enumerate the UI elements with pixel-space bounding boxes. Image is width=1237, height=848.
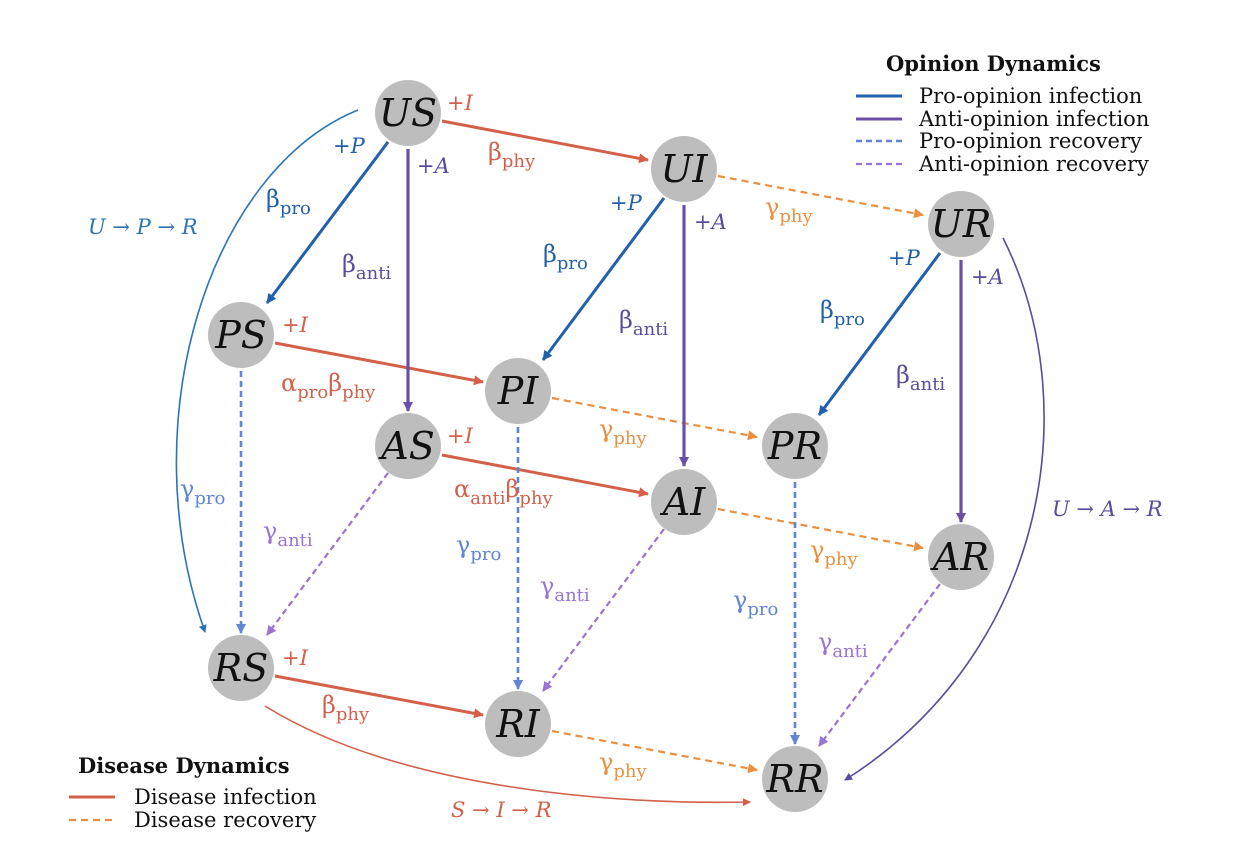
edge-us-ps bbox=[265, 141, 390, 304]
svg-text:PS: PS bbox=[214, 313, 267, 357]
legend-item-disease-infection: Disease infection bbox=[134, 785, 317, 809]
node-ur: UR bbox=[928, 191, 994, 257]
edge-pi-pr bbox=[551, 396, 758, 441]
svg-text:RR: RR bbox=[765, 757, 823, 801]
svg-text:AS: AS bbox=[378, 424, 434, 468]
rate-beta-anti-us-as: βanti bbox=[342, 250, 391, 284]
loop-s-i-r-curve bbox=[264, 705, 751, 807]
loop-u-a-r-label: U → A → R bbox=[1052, 497, 1163, 521]
plus-i-label-us: +I bbox=[447, 91, 474, 115]
svg-text:US: US bbox=[379, 91, 437, 135]
edge-ai-ar bbox=[717, 507, 924, 552]
rate-gamma-pro-pr-rr: γpro bbox=[733, 586, 778, 620]
plus-p-label-ur: +P bbox=[888, 246, 921, 270]
rate-gamma-phy-ai-ar: γphy bbox=[810, 536, 858, 570]
edge-as-rs bbox=[266, 472, 389, 636]
svg-text:RS: RS bbox=[213, 646, 269, 690]
plus-i-label-rs: +I bbox=[282, 646, 309, 670]
node-ps: PS bbox=[208, 302, 274, 368]
rate-gamma-phy-ui-ur: γphy bbox=[765, 193, 813, 227]
svg-text:UR: UR bbox=[931, 202, 992, 246]
svg-text:AI: AI bbox=[660, 480, 706, 524]
rate-beta-pro-ui-pi: βpro bbox=[543, 240, 588, 274]
plus-a-label-ur: +A bbox=[971, 265, 1004, 289]
edge-us-ui bbox=[441, 119, 649, 164]
node-ai: AI bbox=[651, 469, 717, 535]
legend-item-pro-infection: Pro-opinion infection bbox=[919, 84, 1142, 108]
loop-u-a-r-curve bbox=[844, 237, 1045, 781]
rate-beta-anti-ui-ai: βanti bbox=[619, 306, 668, 340]
legend-disease: Disease Dynamics Disease infection Disea… bbox=[69, 753, 317, 832]
plus-a-label-us: +A bbox=[417, 154, 450, 178]
legend-item-anti-recovery: Anti-opinion recovery bbox=[918, 152, 1149, 176]
loop-s-i-r-label: S → I → R bbox=[451, 798, 552, 822]
node-rs: RS bbox=[208, 635, 274, 701]
plus-i-label-ps: +I bbox=[282, 313, 309, 337]
rate-beta-anti-ur-ar: βanti bbox=[896, 361, 945, 395]
node-rr: RR bbox=[762, 746, 828, 812]
rate-beta-pro-us-ps: βpro bbox=[266, 185, 311, 219]
legend-item-disease-recovery: Disease recovery bbox=[134, 808, 316, 832]
rate-gamma-pro-ps-rs: γpro bbox=[180, 475, 225, 509]
svg-text:RI: RI bbox=[495, 702, 541, 746]
plus-i-label-as: +I bbox=[447, 424, 474, 448]
rate-gamma-anti-ai-ri: γanti bbox=[540, 572, 590, 606]
rate-beta-phy-us-ui: βphy bbox=[488, 138, 536, 172]
rate-alpha-anti-beta-phy: αantiβphy bbox=[454, 475, 554, 509]
legend-disease-title: Disease Dynamics bbox=[78, 753, 290, 778]
legend-item-anti-infection: Anti-opinion infection bbox=[918, 107, 1149, 131]
legend-opinion-title: Opinion Dynamics bbox=[886, 51, 1101, 76]
rate-gamma-anti-as-rs: γanti bbox=[263, 517, 313, 551]
node-ar: AR bbox=[928, 524, 994, 590]
rate-alpha-pro-beta-phy: αproβphy bbox=[281, 369, 376, 403]
edge-ps-pi bbox=[274, 341, 484, 386]
legend-item-pro-recovery: Pro-opinion recovery bbox=[919, 129, 1142, 153]
node-ui: UI bbox=[651, 136, 717, 202]
edge-ai-ri bbox=[542, 528, 665, 692]
svg-text:UI: UI bbox=[660, 147, 708, 191]
plus-p-label-us: +P bbox=[333, 134, 366, 158]
rate-beta-pro-ur-pr: βpro bbox=[820, 296, 865, 330]
edge-rs-ri bbox=[274, 674, 484, 719]
loop-u-p-r-label: U → P → R bbox=[88, 215, 198, 239]
edge-ar-rr bbox=[818, 583, 941, 747]
svg-text:PI: PI bbox=[497, 369, 540, 413]
legend-opinion: Opinion Dynamics Pro-opinion infection A… bbox=[856, 51, 1149, 176]
svg-text:AR: AR bbox=[930, 535, 989, 579]
node-us: US bbox=[375, 80, 441, 146]
plus-a-label-ui: +A bbox=[694, 210, 727, 234]
edge-ui-ur bbox=[717, 174, 924, 219]
node-pr: PR bbox=[762, 413, 828, 479]
rate-gamma-pro-pi-ri: γpro bbox=[456, 531, 501, 565]
edge-ri-rr bbox=[551, 729, 758, 774]
svg-text:PR: PR bbox=[767, 424, 822, 468]
loop-u-p-r-curve bbox=[175, 109, 359, 633]
node-ri: RI bbox=[485, 691, 551, 757]
node-as: AS bbox=[375, 413, 441, 479]
plus-p-label-ui: +P bbox=[610, 191, 643, 215]
rate-beta-phy-rs-ri: βphy bbox=[322, 691, 370, 725]
rate-gamma-phy-ri-rr: γphy bbox=[599, 748, 647, 782]
edge-ui-pi bbox=[541, 197, 666, 361]
edge-as-ai bbox=[441, 453, 649, 498]
rate-gamma-anti-ar-rr: γanti bbox=[818, 628, 868, 662]
node-pi: PI bbox=[485, 358, 551, 424]
edge-ur-pr bbox=[817, 252, 942, 416]
rate-gamma-phy-pi-pr: γphy bbox=[599, 415, 647, 449]
